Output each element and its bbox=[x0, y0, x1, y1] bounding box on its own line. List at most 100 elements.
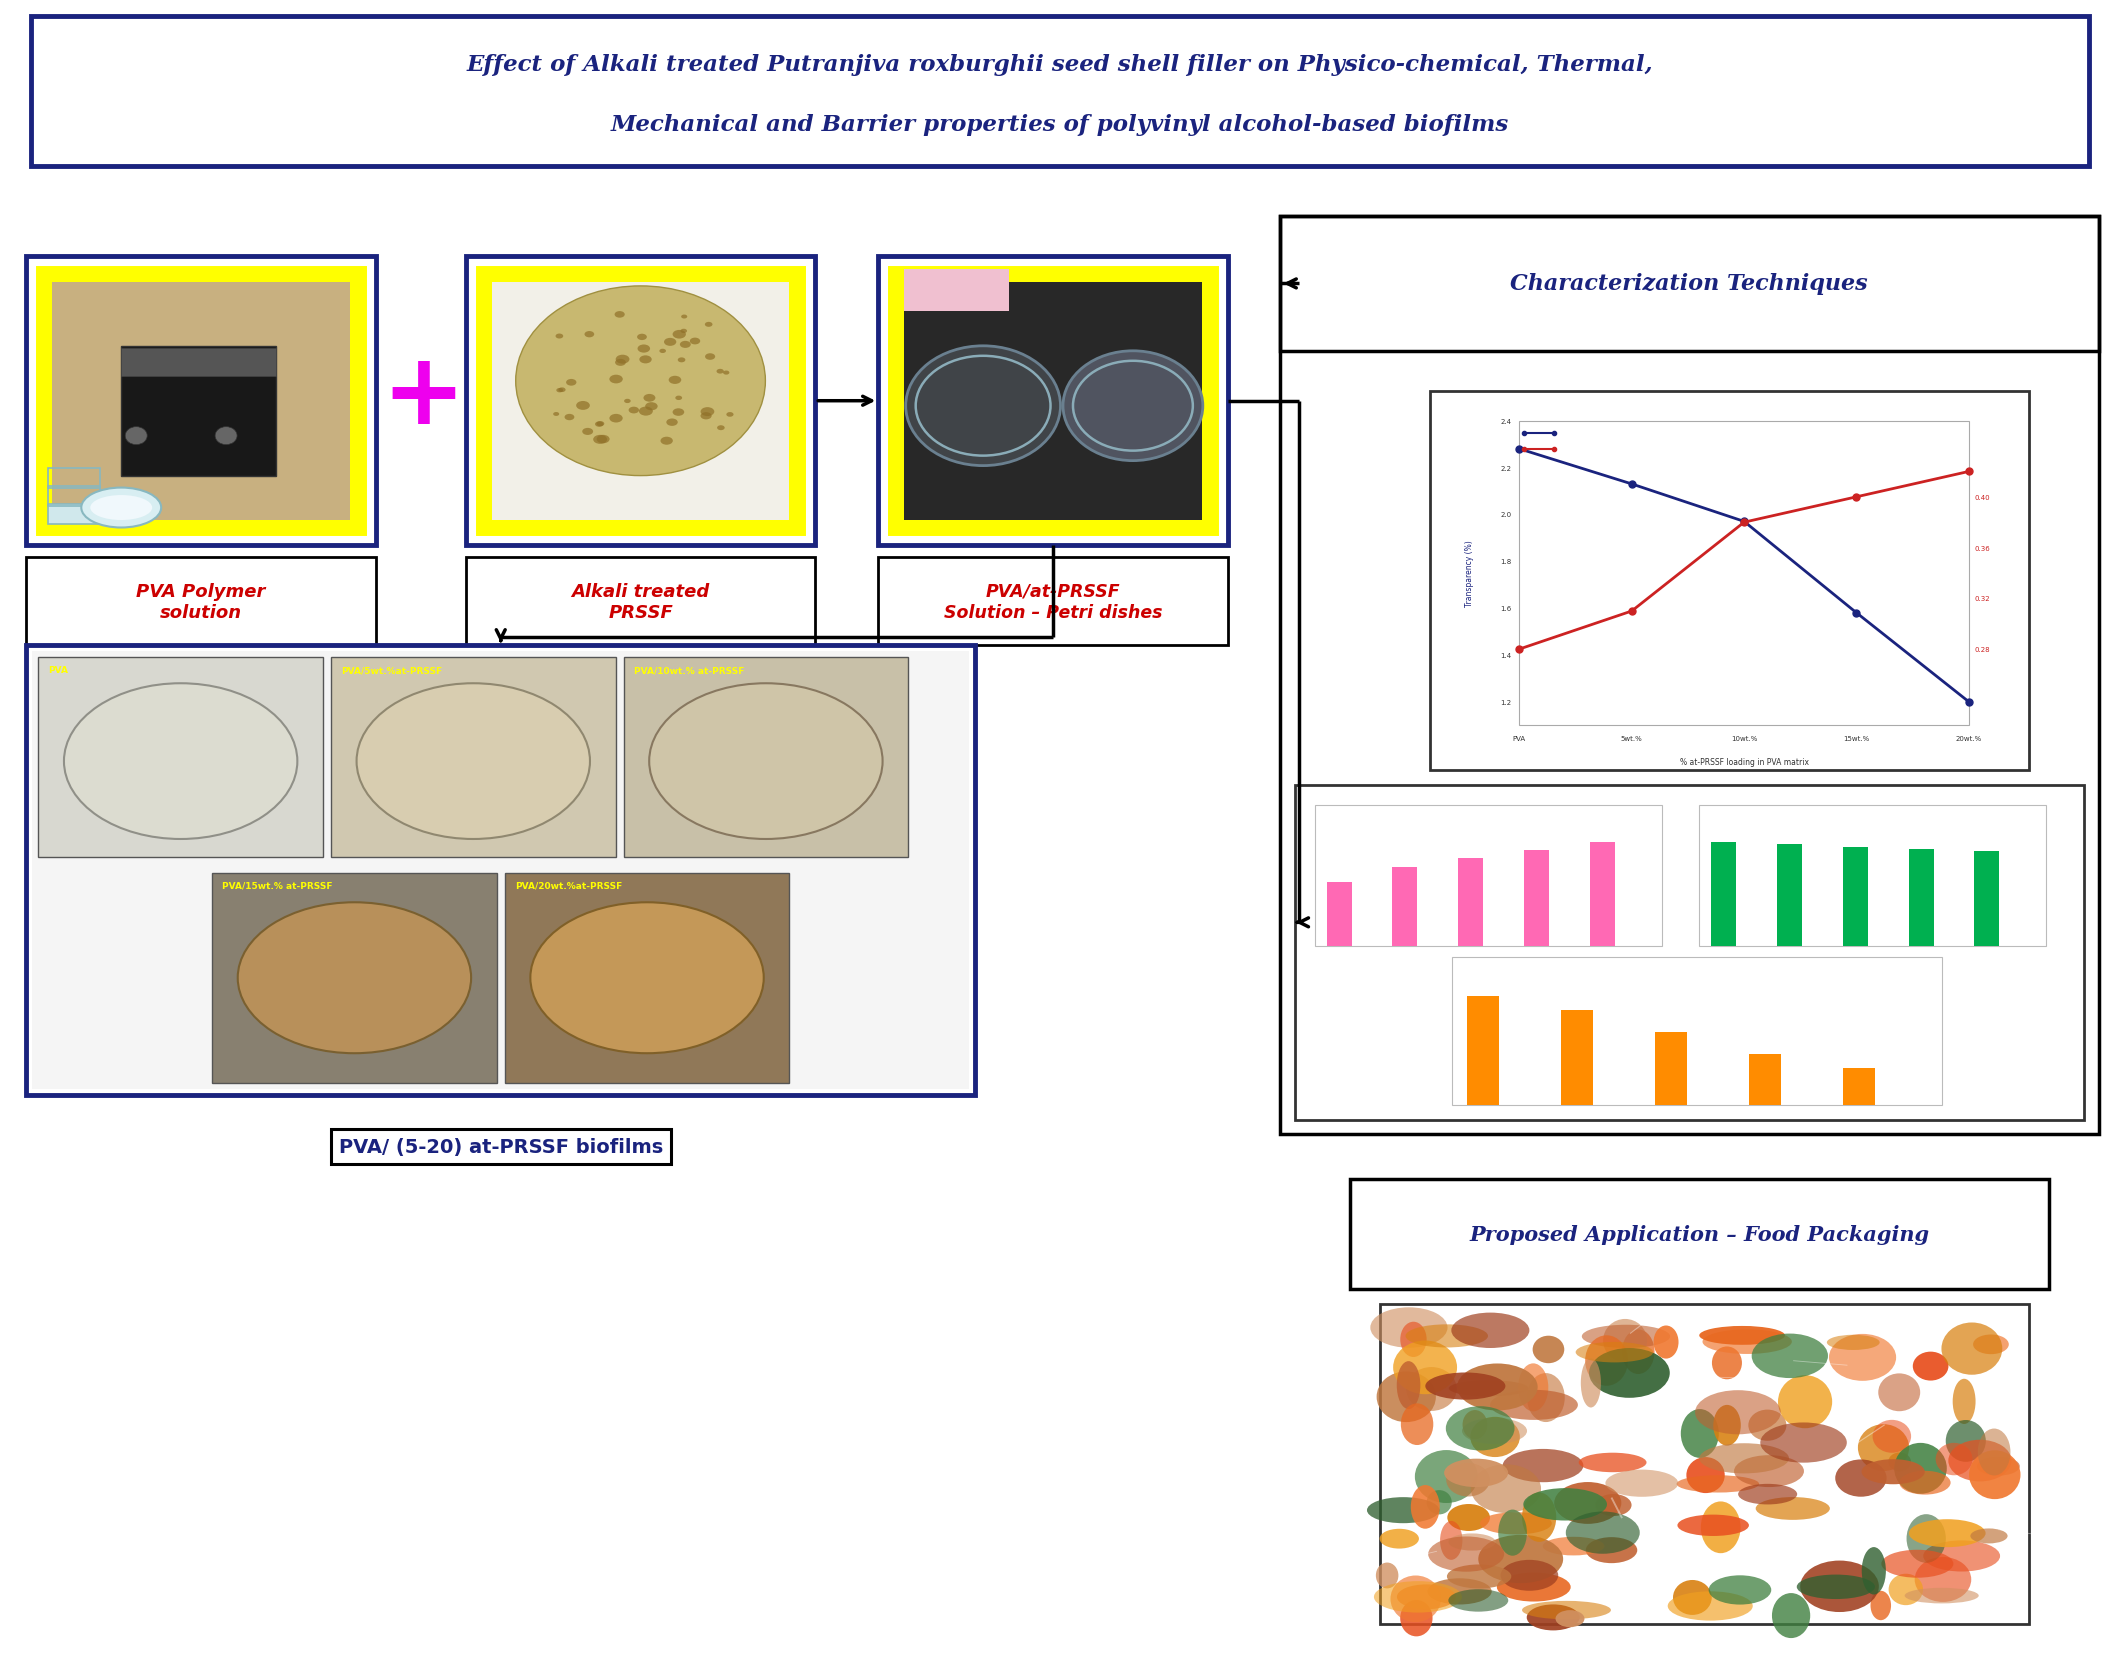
Ellipse shape bbox=[1445, 1458, 1509, 1488]
Ellipse shape bbox=[558, 389, 566, 392]
Ellipse shape bbox=[1407, 1367, 1458, 1412]
FancyBboxPatch shape bbox=[904, 283, 1202, 520]
Ellipse shape bbox=[1490, 1390, 1577, 1420]
Ellipse shape bbox=[1681, 1408, 1719, 1458]
Ellipse shape bbox=[1496, 1572, 1570, 1602]
Ellipse shape bbox=[564, 415, 575, 420]
Ellipse shape bbox=[1581, 1359, 1600, 1408]
Ellipse shape bbox=[1396, 1584, 1456, 1609]
Ellipse shape bbox=[1700, 1326, 1785, 1346]
Ellipse shape bbox=[1700, 1501, 1741, 1554]
Ellipse shape bbox=[1696, 1390, 1781, 1435]
FancyBboxPatch shape bbox=[1590, 842, 1615, 947]
Ellipse shape bbox=[1871, 1590, 1892, 1620]
Ellipse shape bbox=[1370, 1307, 1447, 1347]
Text: PVA: PVA bbox=[1513, 736, 1526, 741]
Ellipse shape bbox=[700, 412, 711, 420]
Ellipse shape bbox=[585, 333, 594, 338]
Ellipse shape bbox=[1858, 1425, 1909, 1471]
Ellipse shape bbox=[1400, 1403, 1434, 1445]
FancyBboxPatch shape bbox=[504, 874, 789, 1082]
FancyBboxPatch shape bbox=[38, 659, 323, 857]
Text: 2.0: 2.0 bbox=[1500, 511, 1511, 518]
FancyBboxPatch shape bbox=[49, 505, 100, 525]
Ellipse shape bbox=[1579, 1453, 1647, 1473]
Ellipse shape bbox=[1585, 1537, 1636, 1564]
Ellipse shape bbox=[672, 409, 685, 417]
Ellipse shape bbox=[1390, 1576, 1441, 1622]
Ellipse shape bbox=[358, 684, 589, 839]
Text: Characterization Techniques: Characterization Techniques bbox=[1511, 273, 1868, 295]
Ellipse shape bbox=[1905, 1587, 1979, 1604]
Text: 42: 42 bbox=[1532, 841, 1541, 846]
Ellipse shape bbox=[704, 323, 713, 328]
Ellipse shape bbox=[717, 369, 724, 374]
Ellipse shape bbox=[724, 371, 730, 376]
Text: 5wt.%: 5wt.% bbox=[1622, 736, 1643, 741]
Ellipse shape bbox=[1756, 1498, 1830, 1519]
Text: 88: 88 bbox=[1785, 836, 1794, 841]
FancyBboxPatch shape bbox=[492, 283, 789, 520]
Ellipse shape bbox=[1396, 1362, 1419, 1410]
Ellipse shape bbox=[624, 399, 630, 404]
Ellipse shape bbox=[1553, 1483, 1622, 1524]
Ellipse shape bbox=[628, 407, 638, 414]
Ellipse shape bbox=[126, 427, 147, 445]
Ellipse shape bbox=[1677, 1475, 1760, 1493]
Text: 1.4: 1.4 bbox=[1500, 652, 1511, 659]
Text: 0.36: 0.36 bbox=[1975, 544, 1990, 551]
Ellipse shape bbox=[1977, 1428, 2011, 1476]
FancyBboxPatch shape bbox=[904, 270, 1009, 311]
FancyBboxPatch shape bbox=[1711, 842, 1736, 947]
Text: 1.6: 1.6 bbox=[1500, 606, 1511, 612]
Ellipse shape bbox=[515, 286, 766, 477]
Ellipse shape bbox=[1596, 1494, 1632, 1516]
Ellipse shape bbox=[609, 376, 624, 384]
Text: % at-PRSSF loading in PVA matrix: % at-PRSSF loading in PVA matrix bbox=[1679, 758, 1809, 766]
Ellipse shape bbox=[638, 407, 653, 417]
Ellipse shape bbox=[1622, 1329, 1656, 1374]
Ellipse shape bbox=[1673, 1581, 1711, 1615]
Ellipse shape bbox=[1411, 1485, 1441, 1529]
Text: +: + bbox=[381, 348, 464, 445]
Ellipse shape bbox=[1873, 1420, 1911, 1453]
Ellipse shape bbox=[530, 902, 764, 1054]
Ellipse shape bbox=[1915, 1557, 1971, 1602]
Text: Opacity (%): Opacity (%) bbox=[1558, 447, 1594, 452]
Text: PVA/5wt.%at-PRSSF: PVA/5wt.%at-PRSSF bbox=[340, 665, 443, 675]
Ellipse shape bbox=[1522, 1493, 1556, 1542]
Ellipse shape bbox=[1773, 1594, 1811, 1638]
Text: 0.32: 0.32 bbox=[1975, 596, 1990, 602]
Text: PVA/ (5-20) at-PRSSF biofilms: PVA/ (5-20) at-PRSSF biofilms bbox=[338, 1137, 662, 1157]
Ellipse shape bbox=[81, 488, 162, 528]
Ellipse shape bbox=[566, 379, 577, 386]
Ellipse shape bbox=[638, 346, 649, 354]
Ellipse shape bbox=[666, 419, 677, 427]
Ellipse shape bbox=[1973, 1334, 2009, 1354]
Ellipse shape bbox=[1862, 1547, 1885, 1594]
Ellipse shape bbox=[1862, 1460, 1924, 1485]
Ellipse shape bbox=[1426, 1490, 1451, 1514]
Ellipse shape bbox=[1702, 1329, 1792, 1354]
Ellipse shape bbox=[681, 316, 687, 319]
Text: 86: 86 bbox=[1851, 837, 1858, 842]
Ellipse shape bbox=[1064, 351, 1202, 462]
FancyBboxPatch shape bbox=[1749, 1054, 1781, 1106]
Text: Alkali treated
PRSSF: Alkali treated PRSSF bbox=[572, 583, 709, 621]
Ellipse shape bbox=[1428, 1579, 1492, 1604]
Ellipse shape bbox=[1445, 1407, 1515, 1450]
Ellipse shape bbox=[1879, 1374, 1919, 1412]
Ellipse shape bbox=[1734, 1455, 1805, 1488]
Ellipse shape bbox=[681, 329, 687, 334]
FancyBboxPatch shape bbox=[1315, 806, 1662, 947]
Text: Effect of Alkali treated Putranjiva roxburghii seed shell filler on Physico-chem: Effect of Alkali treated Putranjiva roxb… bbox=[466, 55, 1653, 76]
Ellipse shape bbox=[1400, 1322, 1426, 1357]
Text: PVA/10wt.% at-PRSSF: PVA/10wt.% at-PRSSF bbox=[634, 665, 745, 675]
Text: Transparency (%): Transparency (%) bbox=[1558, 430, 1613, 435]
FancyBboxPatch shape bbox=[1468, 996, 1500, 1106]
Ellipse shape bbox=[555, 389, 564, 394]
Text: 28: 28 bbox=[1336, 874, 1343, 879]
Ellipse shape bbox=[1502, 1450, 1583, 1483]
FancyBboxPatch shape bbox=[1524, 851, 1549, 947]
Text: PVA/at-PRSSF
Solution – Petri dishes: PVA/at-PRSSF Solution – Petri dishes bbox=[943, 583, 1162, 621]
